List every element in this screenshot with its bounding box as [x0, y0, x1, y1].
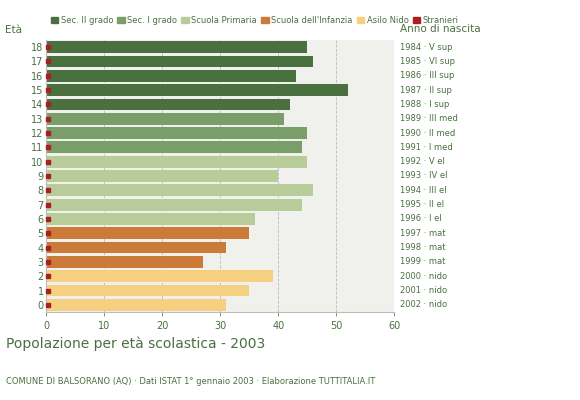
Text: 1999 · mat: 1999 · mat: [400, 257, 445, 266]
Text: 1994 · III el: 1994 · III el: [400, 186, 447, 195]
Legend: Sec. II grado, Sec. I grado, Scuola Primaria, Scuola dell'Infanzia, Asilo Nido, : Sec. II grado, Sec. I grado, Scuola Prim…: [50, 16, 459, 25]
Bar: [46, 299, 226, 311]
Bar: [46, 256, 203, 268]
Text: 1990 · II med: 1990 · II med: [400, 128, 455, 138]
Text: Anno di nascita: Anno di nascita: [400, 24, 481, 34]
Text: Popolazione per età scolastica - 2003: Popolazione per età scolastica - 2003: [6, 336, 265, 351]
Bar: [46, 56, 313, 67]
Bar: [46, 142, 302, 153]
Text: Età: Età: [5, 24, 21, 34]
Text: 1988 · I sup: 1988 · I sup: [400, 100, 450, 109]
Text: 1997 · mat: 1997 · mat: [400, 229, 445, 238]
Bar: [46, 285, 249, 296]
Bar: [46, 84, 348, 96]
Text: COMUNE DI BALSORANO (AQ) · Dati ISTAT 1° gennaio 2003 · Elaborazione TUTTITALIA.: COMUNE DI BALSORANO (AQ) · Dati ISTAT 1°…: [6, 377, 375, 386]
Text: 1989 · III med: 1989 · III med: [400, 114, 458, 123]
Text: 1984 · V sup: 1984 · V sup: [400, 43, 453, 52]
Bar: [46, 184, 313, 196]
Bar: [46, 156, 307, 168]
Text: 1986 · III sup: 1986 · III sup: [400, 71, 455, 80]
Bar: [46, 242, 226, 254]
Bar: [46, 170, 278, 182]
Bar: [46, 70, 296, 82]
Bar: [46, 270, 273, 282]
Text: 1998 · mat: 1998 · mat: [400, 243, 445, 252]
Text: 1996 · I el: 1996 · I el: [400, 214, 442, 224]
Text: 1991 · I med: 1991 · I med: [400, 143, 453, 152]
Text: 2002 · nido: 2002 · nido: [400, 300, 447, 309]
Bar: [46, 199, 302, 210]
Text: 1985 · VI sup: 1985 · VI sup: [400, 57, 455, 66]
Bar: [46, 113, 284, 125]
Bar: [46, 41, 307, 53]
Bar: [46, 213, 255, 225]
Bar: [46, 127, 307, 139]
Text: 1987 · II sup: 1987 · II sup: [400, 86, 452, 95]
Bar: [46, 227, 249, 239]
Text: 2001 · nido: 2001 · nido: [400, 286, 447, 295]
Text: 1995 · II el: 1995 · II el: [400, 200, 444, 209]
Text: 1993 · IV el: 1993 · IV el: [400, 172, 448, 180]
Text: 1992 · V el: 1992 · V el: [400, 157, 445, 166]
Text: 2000 · nido: 2000 · nido: [400, 272, 447, 281]
Bar: [46, 98, 290, 110]
